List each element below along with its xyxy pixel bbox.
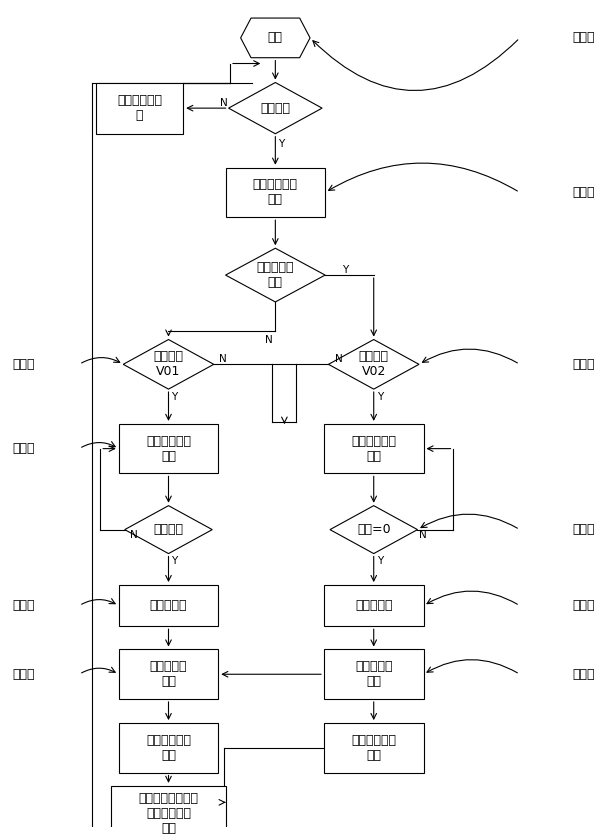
Bar xyxy=(111,786,226,839)
Polygon shape xyxy=(229,82,322,133)
Text: 步骤十: 步骤十 xyxy=(12,668,35,680)
Text: 步骤四: 步骤四 xyxy=(572,524,595,536)
Bar xyxy=(324,424,424,473)
Text: 确定最优电机
转速: 确定最优电机 转速 xyxy=(146,734,191,762)
Text: 单电机驱动
模式: 单电机驱动 模式 xyxy=(355,660,393,688)
Text: 步骤一: 步骤一 xyxy=(572,31,595,44)
Polygon shape xyxy=(226,248,325,302)
Bar xyxy=(119,585,218,627)
Bar xyxy=(324,585,424,627)
Polygon shape xyxy=(329,340,419,389)
Text: Y: Y xyxy=(171,556,178,566)
Text: 驱动模式: 驱动模式 xyxy=(260,102,290,115)
Text: 调整第二电机
转速: 调整第二电机 转速 xyxy=(352,435,396,462)
Text: 计算整车需求
扭矩: 计算整车需求 扭矩 xyxy=(253,179,298,206)
Text: Y: Y xyxy=(278,138,284,149)
Text: 步骤九: 步骤九 xyxy=(12,599,35,612)
Bar xyxy=(324,649,424,699)
Text: N: N xyxy=(220,98,228,108)
Text: 步骤七: 步骤七 xyxy=(12,357,35,371)
Text: 双电机驱动
模式: 双电机驱动 模式 xyxy=(150,660,188,688)
Text: 第一电机扭矩指令
第二电机转速
指令: 第一电机扭矩指令 第二电机转速 指令 xyxy=(139,792,198,836)
Text: 调整第二电机
扭矩: 调整第二电机 扭矩 xyxy=(146,435,191,462)
Polygon shape xyxy=(123,340,214,389)
Polygon shape xyxy=(125,506,212,554)
Text: 步骤三: 步骤三 xyxy=(572,357,595,371)
Bar xyxy=(119,649,218,699)
Text: 步骤八: 步骤八 xyxy=(12,442,35,455)
Text: 步骤五: 步骤五 xyxy=(572,599,595,612)
Text: 车速小于
V02: 车速小于 V02 xyxy=(359,351,389,378)
Text: 开始: 开始 xyxy=(268,31,283,44)
Text: 双电机驱动
模式: 双电机驱动 模式 xyxy=(257,261,294,289)
Polygon shape xyxy=(330,506,417,554)
Bar xyxy=(119,723,218,773)
Text: 非驱动状态任
务: 非驱动状态任 务 xyxy=(117,94,162,122)
Text: Y: Y xyxy=(377,556,383,566)
Text: 车速大于
V01: 车速大于 V01 xyxy=(154,351,183,378)
Bar xyxy=(226,168,325,217)
Text: 步骤二: 步骤二 xyxy=(572,186,595,199)
Text: 扭矩平衡: 扭矩平衡 xyxy=(154,524,183,536)
Text: N: N xyxy=(129,529,137,539)
Bar xyxy=(119,424,218,473)
Text: N: N xyxy=(419,529,427,539)
Bar xyxy=(324,723,424,773)
Text: Y: Y xyxy=(377,393,383,403)
Text: 断开离合器: 断开离合器 xyxy=(150,599,188,612)
Text: 转速=0: 转速=0 xyxy=(357,524,391,536)
Bar xyxy=(96,82,183,133)
Text: Y: Y xyxy=(342,265,348,275)
Text: N: N xyxy=(335,354,342,364)
Text: 第一电机扭矩
指令: 第一电机扭矩 指令 xyxy=(352,734,396,762)
Text: 步骤六: 步骤六 xyxy=(572,668,595,680)
Text: N: N xyxy=(266,335,273,345)
Polygon shape xyxy=(241,18,310,58)
Text: N: N xyxy=(219,354,227,364)
Text: 接合离合器: 接合离合器 xyxy=(355,599,393,612)
Text: Y: Y xyxy=(171,393,178,403)
